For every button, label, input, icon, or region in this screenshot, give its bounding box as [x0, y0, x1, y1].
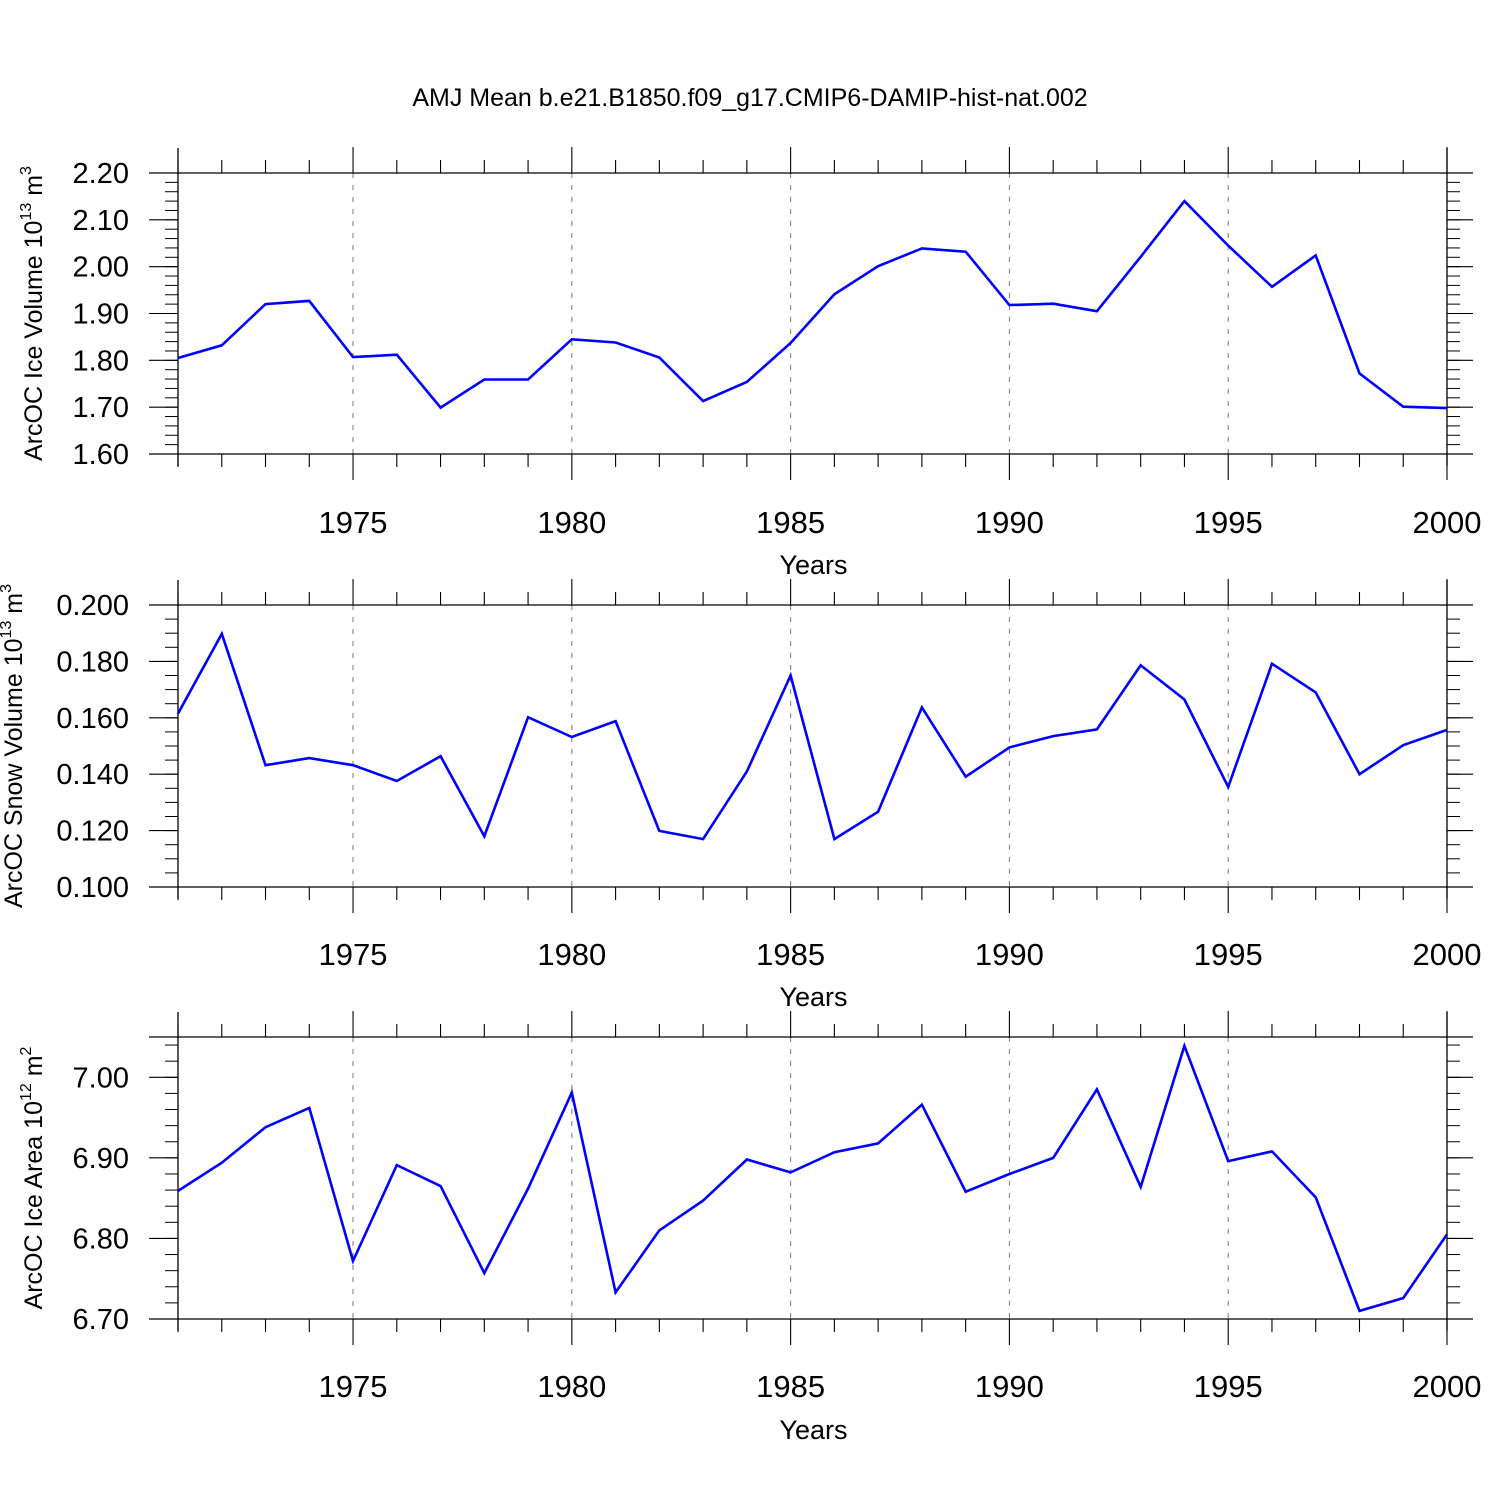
x-tick-label: 2000 — [1413, 937, 1482, 972]
y-tick-label: 0.100 — [56, 872, 129, 904]
x-tick-label: 1980 — [537, 505, 606, 540]
chart-title: AMJ Mean b.e21.B1850.f09_g17.CMIP6-DAMIP… — [412, 84, 1087, 112]
x-tick-label: 1985 — [756, 937, 825, 972]
x-tick-label: 1995 — [1194, 937, 1263, 972]
x-tick-label: 1990 — [975, 1369, 1044, 1404]
y-tick-label: 1.60 — [73, 439, 129, 471]
y-tick-label: 1.90 — [73, 299, 129, 331]
y-tick-label: 2.20 — [73, 158, 129, 190]
x-tick-label: 1980 — [537, 1369, 606, 1404]
series-line — [176, 630, 1448, 842]
y-tick-label: 1.80 — [73, 345, 129, 377]
chart-panel-1: 1975 1980 1985 1990 1995 2000 1.60 1.70 1.80 1.90… — [18, 147, 1481, 580]
x-tick-label: 1990 — [975, 937, 1044, 972]
y-tick-label: 1.70 — [73, 392, 129, 424]
x-tick-label: 1985 — [756, 1369, 825, 1404]
y-tick-label: 6.80 — [73, 1223, 129, 1255]
chart-panel-2: 1975 1980 1985 1990 1995 2000 0.100 0.120 0.140 0… — [0, 579, 1481, 1012]
x-tick-label: 1995 — [1194, 1369, 1263, 1404]
chart-panel-3: 1975 1980 1985 1990 1995 2000 6.70 6.80 6.90 7.00… — [18, 1011, 1481, 1445]
series-line — [177, 199, 1448, 410]
y-axis-label: ArcOC Ice Volume 1013 m3 — [18, 166, 48, 461]
x-tick-label: 1975 — [319, 1369, 388, 1404]
y-tick-label: 7.00 — [73, 1062, 129, 1094]
y-tick-label: 6.70 — [73, 1304, 129, 1336]
y-tick-label: 2.10 — [73, 205, 129, 237]
y-axis-label: ArcOC Snow Volume 1013 m3 — [0, 584, 28, 908]
y-tick-label: 0.120 — [56, 816, 129, 848]
x-tick-label: 1975 — [319, 505, 388, 540]
y-tick-label: 0.160 — [56, 703, 129, 735]
y-tick-label: 6.90 — [73, 1143, 129, 1175]
y-tick-label: 0.140 — [56, 759, 129, 791]
panels-group: 1975 1980 1985 1990 1995 2000 1.60 1.70 1.80 1.90… — [0, 147, 1481, 1445]
x-tick-label: 2000 — [1413, 1369, 1482, 1404]
y-tick-label: 2.00 — [73, 252, 129, 284]
x-axis-label: Years — [779, 982, 847, 1012]
series-line — [177, 1041, 1449, 1313]
x-tick-label: 1975 — [319, 937, 388, 972]
x-axis-label: Years — [779, 1415, 847, 1445]
x-axis-label: Years — [779, 550, 847, 580]
x-tick-label: 1990 — [975, 505, 1044, 540]
y-axis-label: ArcOC Ice Area 1012 m2 — [18, 1046, 48, 1309]
x-tick-label: 1980 — [537, 937, 606, 972]
x-tick-label: 2000 — [1413, 505, 1482, 540]
x-tick-label: 1985 — [756, 505, 825, 540]
x-tick-label: 1995 — [1194, 505, 1263, 540]
y-tick-label: 0.200 — [56, 590, 129, 622]
y-tick-label: 0.180 — [56, 646, 129, 678]
